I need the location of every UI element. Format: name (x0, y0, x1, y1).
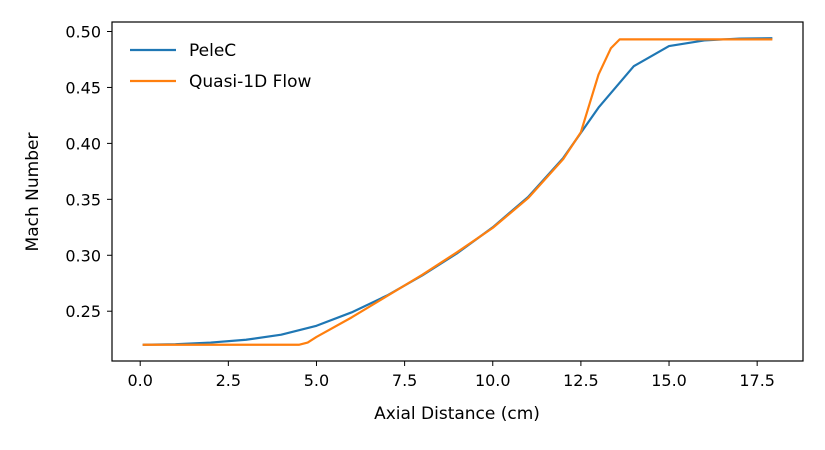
x-tick-label: 12.5 (563, 371, 599, 390)
y-axis: 0.25 0.30 0.35 0.40 0.45 0.50 (65, 23, 112, 321)
y-tick-label: 0.40 (65, 134, 101, 153)
x-axis-label: Axial Distance (cm) (374, 404, 540, 424)
x-tick-label: 10.0 (475, 371, 511, 390)
x-tick-label: 7.5 (392, 371, 417, 390)
plot-frame (111, 21, 804, 362)
series-layer (142, 37, 773, 346)
x-tick-label: 15.0 (651, 371, 687, 390)
y-tick-label: 0.35 (65, 190, 101, 209)
y-axis-label: Mach Number (23, 133, 43, 252)
x-axis: 0.0 2.5 5.0 7.5 10.0 12.5 15.0 17.5 (127, 361, 775, 390)
y-tick-label: 0.30 (65, 246, 101, 265)
x-tick-label: 17.5 (739, 371, 775, 390)
legend-label-quasi-1d-flow: Quasi-1D Flow (189, 72, 311, 92)
legend: PeleC Quasi-1D Flow (130, 41, 311, 92)
x-tick-label: 0.0 (127, 371, 152, 390)
series-line-quasi-1d-flow (142, 38, 773, 346)
legend-label-pelec: PeleC (189, 41, 236, 61)
y-tick-label: 0.25 (65, 302, 101, 321)
x-tick-label: 5.0 (304, 371, 329, 390)
y-tick-label: 0.50 (65, 23, 101, 42)
y-tick-label: 0.45 (65, 78, 101, 97)
x-tick-label: 2.5 (216, 371, 241, 390)
